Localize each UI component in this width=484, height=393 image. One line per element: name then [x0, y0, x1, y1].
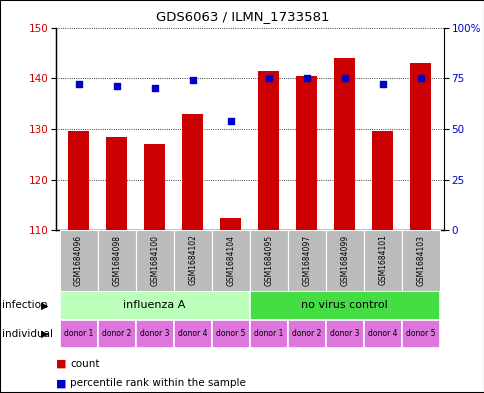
Text: GSM1684098: GSM1684098 [112, 235, 121, 286]
Bar [136, 230, 173, 291]
Text: GSM1684103: GSM1684103 [416, 235, 424, 286]
Bar [60, 291, 249, 320]
Point [416, 75, 424, 81]
Text: GSM1684100: GSM1684100 [150, 235, 159, 286]
Bar [60, 320, 97, 348]
Bar [173, 230, 212, 291]
Point [340, 75, 348, 81]
Bar [258, 71, 279, 230]
Bar [287, 320, 325, 348]
Point [378, 81, 386, 87]
Bar [68, 131, 89, 230]
Text: donor 5: donor 5 [215, 329, 245, 338]
Text: donor 1: donor 1 [254, 329, 283, 338]
Text: donor 2: donor 2 [102, 329, 131, 338]
Text: count: count [70, 358, 100, 369]
Text: GSM1684101: GSM1684101 [378, 235, 387, 285]
Bar [372, 131, 393, 230]
Text: donor 3: donor 3 [140, 329, 169, 338]
Text: GSM1684104: GSM1684104 [226, 235, 235, 286]
Bar [144, 144, 165, 230]
Point [264, 75, 272, 81]
Bar [212, 320, 249, 348]
Text: GSM1684099: GSM1684099 [340, 235, 348, 286]
Text: ▶: ▶ [41, 329, 48, 339]
Bar [106, 136, 127, 230]
Text: individual: individual [2, 329, 53, 339]
Bar [363, 230, 401, 291]
Bar [363, 320, 401, 348]
Text: donor 3: donor 3 [330, 329, 359, 338]
Text: donor 2: donor 2 [291, 329, 321, 338]
Text: influenza A: influenza A [123, 300, 185, 310]
Bar [60, 230, 97, 291]
Bar [249, 291, 439, 320]
Bar [182, 114, 203, 230]
Bar [249, 320, 287, 348]
Bar [401, 230, 439, 291]
Bar [212, 230, 249, 291]
Bar [409, 63, 431, 230]
Point [75, 81, 82, 87]
Text: ▶: ▶ [41, 300, 48, 310]
Bar [249, 230, 287, 291]
Point [112, 83, 120, 90]
Bar [220, 218, 241, 230]
Text: GSM1684102: GSM1684102 [188, 235, 197, 285]
Text: ■: ■ [56, 378, 66, 388]
Bar [325, 230, 363, 291]
Bar [136, 320, 173, 348]
Text: GDS6063 / ILMN_1733581: GDS6063 / ILMN_1733581 [155, 10, 329, 23]
Bar [296, 76, 317, 230]
Text: GSM1684095: GSM1684095 [264, 235, 272, 286]
Text: donor 5: donor 5 [406, 329, 435, 338]
Text: percentile rank within the sample: percentile rank within the sample [70, 378, 246, 388]
Point [227, 118, 234, 124]
Text: GSM1684097: GSM1684097 [302, 235, 311, 286]
Bar [325, 320, 363, 348]
Bar [401, 320, 439, 348]
Bar [334, 58, 355, 230]
Text: donor 4: donor 4 [178, 329, 207, 338]
Point [188, 77, 196, 83]
Text: no virus control: no virus control [301, 300, 388, 310]
Bar [97, 320, 136, 348]
Text: donor 4: donor 4 [367, 329, 397, 338]
Point [151, 85, 158, 92]
Point [302, 75, 310, 81]
Text: GSM1684096: GSM1684096 [74, 235, 83, 286]
Text: infection: infection [2, 300, 48, 310]
Bar [173, 320, 212, 348]
Text: donor 1: donor 1 [64, 329, 93, 338]
Text: ■: ■ [56, 358, 66, 369]
Bar [287, 230, 325, 291]
Bar [97, 230, 136, 291]
